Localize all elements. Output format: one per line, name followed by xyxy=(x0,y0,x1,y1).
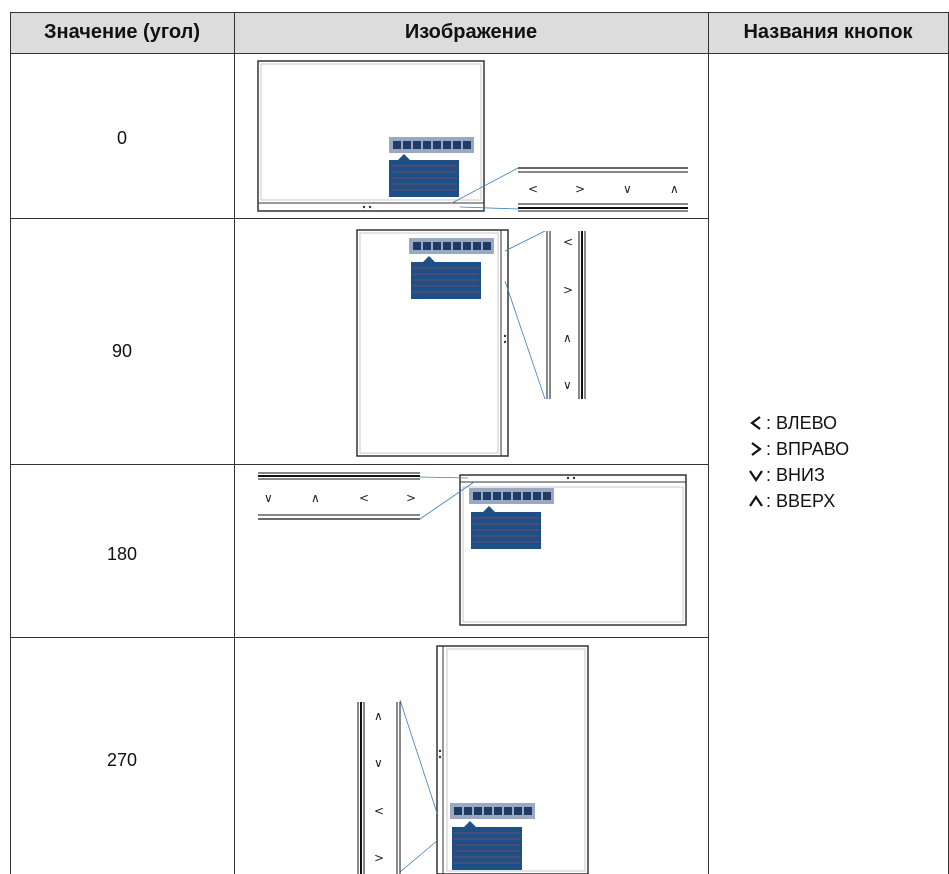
legend-item-down: : ВНИЗ xyxy=(748,462,849,488)
chevron-down-icon: ∨ xyxy=(374,756,383,770)
chevron-left-icon: < xyxy=(563,235,573,249)
chevron-down-icon: ∨ xyxy=(264,491,273,505)
button-strip: ∧ ∨ < > xyxy=(357,702,401,874)
chevron-left-icon: < xyxy=(359,491,369,505)
table-divider-2 xyxy=(708,12,709,874)
button-strip: ∨ ∧ < > xyxy=(258,472,420,520)
angle-90: 90 xyxy=(111,340,133,361)
row-line-2 xyxy=(10,464,708,465)
header-image: Изображение xyxy=(404,21,538,43)
legend-label-left: : ВЛЕВО xyxy=(766,413,838,433)
chevron-up-icon: ∧ xyxy=(670,182,679,196)
chevron-right-icon: > xyxy=(374,851,384,865)
legend-item-right: : ВПРАВО xyxy=(748,436,849,462)
figure-270-degrees: ∧ ∨ < > xyxy=(357,645,589,874)
table-divider-1 xyxy=(234,12,235,874)
chevron-down-icon xyxy=(749,470,763,482)
angle-180: 180 xyxy=(106,543,138,564)
chevron-down-icon: ∨ xyxy=(623,182,632,196)
legend-item-left: : ВЛЕВО xyxy=(748,410,849,436)
button-names-legend: : ВЛЕВО : ВПРАВО : ВНИЗ : ВВЕРХ xyxy=(748,410,849,514)
chevron-left-icon xyxy=(750,416,761,430)
legend-item-up: : ВВЕРХ xyxy=(748,488,849,514)
header-buttons: Названия кнопок xyxy=(743,21,913,43)
button-strip: < > ∧ ∨ xyxy=(546,231,586,399)
header-bottom-line xyxy=(10,53,949,54)
chevron-down-icon: ∨ xyxy=(563,378,572,392)
row-line-1 xyxy=(10,218,708,219)
button-strip: < > ∨ ∧ xyxy=(518,167,688,212)
osd-menu xyxy=(450,803,535,870)
chevron-right-icon: > xyxy=(575,182,585,196)
figure-90-degrees: < > ∧ ∨ xyxy=(356,229,586,457)
chevron-right-icon xyxy=(751,442,762,456)
chevron-left-icon: < xyxy=(374,804,384,818)
chevron-up-icon: ∧ xyxy=(563,331,572,345)
chevron-left-icon: < xyxy=(528,182,538,196)
chevron-up-icon: ∧ xyxy=(311,491,320,505)
chevron-up-icon: ∧ xyxy=(374,709,383,723)
table-border-top xyxy=(10,12,949,13)
chevron-up-icon xyxy=(749,495,763,507)
osd-menu xyxy=(409,238,494,299)
table-border-left xyxy=(10,12,11,874)
osd-menu xyxy=(469,488,554,549)
chevron-right-icon: > xyxy=(406,491,416,505)
chevron-right-icon: > xyxy=(563,283,573,297)
angle-270: 270 xyxy=(106,749,138,770)
header-angle: Значение (угол) xyxy=(44,21,200,43)
row-line-3 xyxy=(10,637,708,638)
angle-0: 0 xyxy=(116,127,127,148)
legend-label-down: : ВНИЗ xyxy=(766,465,825,485)
table-header xyxy=(10,12,949,53)
legend-label-up: : ВВЕРХ xyxy=(766,491,836,511)
osd-menu xyxy=(389,137,474,197)
legend-label-right: : ВПРАВО xyxy=(766,439,850,459)
figure-180-degrees: ∨ ∧ < > xyxy=(258,472,687,626)
figure-0-degrees: < > ∨ ∧ xyxy=(257,60,688,212)
